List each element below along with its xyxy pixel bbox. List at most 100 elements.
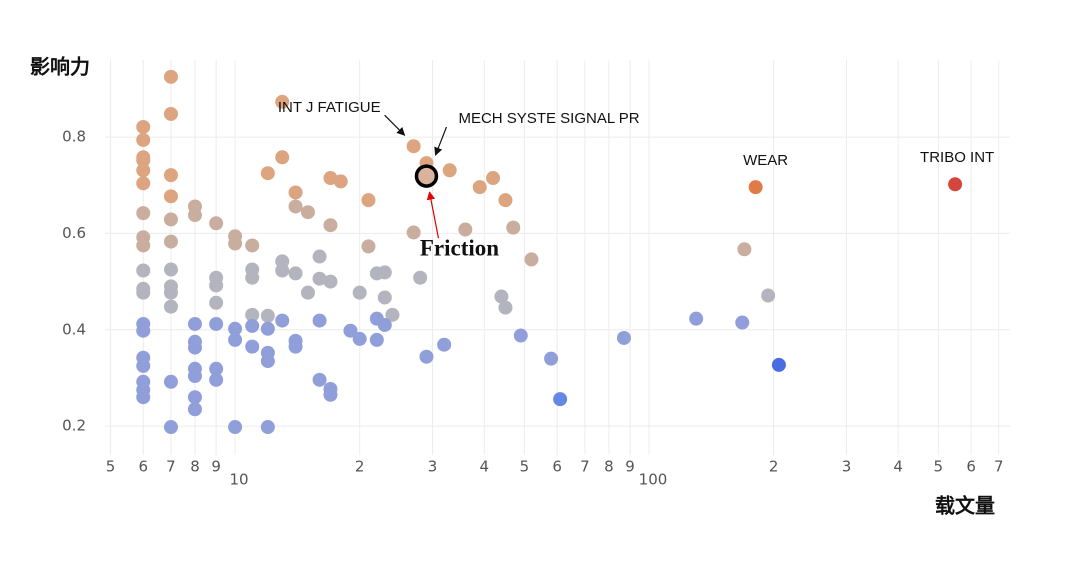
annotation: Friction <box>420 235 499 260</box>
y-tick-label: 0.4 <box>62 320 86 338</box>
point <box>616 330 631 345</box>
point <box>245 307 260 322</box>
point <box>275 263 290 278</box>
point <box>406 139 421 154</box>
x-tick-label: 2 <box>769 458 779 476</box>
point <box>260 308 275 323</box>
point <box>288 199 303 214</box>
point <box>544 351 559 366</box>
x-tick-label: 4 <box>480 458 490 476</box>
point <box>245 339 260 354</box>
x-tick-label: 3 <box>428 458 438 476</box>
point <box>163 212 178 227</box>
point <box>163 168 178 183</box>
point <box>209 216 224 231</box>
point <box>288 339 303 354</box>
point <box>498 193 513 208</box>
point <box>419 349 434 364</box>
point <box>275 150 290 165</box>
point <box>288 185 303 200</box>
point <box>245 238 260 253</box>
point <box>136 358 151 373</box>
point <box>163 189 178 204</box>
x-tick-label: 6 <box>138 458 148 476</box>
point <box>352 331 367 346</box>
point <box>275 313 290 328</box>
point <box>163 420 178 435</box>
point <box>385 307 400 322</box>
x-tick-label: 7 <box>994 458 1004 476</box>
point <box>136 323 151 338</box>
annotation: WEAR <box>743 152 788 169</box>
point <box>245 318 260 333</box>
x-tick-label: 100 <box>639 471 668 489</box>
point <box>377 265 392 280</box>
x-tick-label: 8 <box>190 458 200 476</box>
point <box>187 208 202 223</box>
y-tick-label: 0.8 <box>62 128 86 146</box>
point <box>300 205 315 220</box>
point <box>323 387 338 402</box>
x-tick-label: 5 <box>106 458 116 476</box>
point <box>187 402 202 417</box>
x-tick-label: 7 <box>580 458 590 476</box>
point <box>275 94 290 109</box>
point <box>136 176 151 191</box>
y-tick-label: 0.2 <box>62 417 86 435</box>
highlight-point <box>414 164 439 188</box>
point <box>163 374 178 389</box>
point <box>312 313 327 328</box>
point <box>472 180 487 195</box>
point <box>260 354 275 369</box>
x-tick-label: 6 <box>552 458 562 476</box>
point <box>209 295 224 310</box>
point <box>260 321 275 336</box>
annotation-arrow <box>426 191 440 239</box>
point <box>553 392 568 407</box>
point <box>343 323 358 338</box>
annotation: TRIBO INT <box>920 149 994 166</box>
point <box>163 299 178 314</box>
point <box>748 180 763 195</box>
x-tick-label: 6 <box>966 458 976 476</box>
point <box>187 369 202 383</box>
point <box>136 132 151 147</box>
point <box>361 193 376 208</box>
point <box>377 290 392 305</box>
point <box>260 420 275 435</box>
x-tick-label: 9 <box>211 458 221 476</box>
point <box>209 316 224 331</box>
point <box>260 166 275 181</box>
point <box>228 420 243 435</box>
point <box>136 153 151 168</box>
point <box>524 252 539 267</box>
point <box>737 242 752 257</box>
point <box>209 278 224 293</box>
annotation: INT J FATIGUE <box>278 99 381 116</box>
point <box>163 234 178 249</box>
point <box>136 263 151 278</box>
point <box>209 361 224 376</box>
point <box>312 372 327 387</box>
point <box>209 372 224 387</box>
x-tick-label: 10 <box>230 471 249 489</box>
point <box>228 321 243 336</box>
point <box>288 266 303 281</box>
point <box>228 236 243 251</box>
point <box>136 163 151 178</box>
point <box>163 69 178 84</box>
point <box>163 285 178 300</box>
point <box>413 270 428 285</box>
point <box>761 288 776 303</box>
x-tick-label: 5 <box>520 458 530 476</box>
point <box>352 285 367 300</box>
point <box>735 315 750 330</box>
point <box>163 106 178 121</box>
point <box>486 171 501 186</box>
point <box>136 119 151 134</box>
point <box>187 340 202 355</box>
point <box>136 238 151 253</box>
x-tick-label: 2 <box>355 458 365 476</box>
point <box>323 274 338 289</box>
